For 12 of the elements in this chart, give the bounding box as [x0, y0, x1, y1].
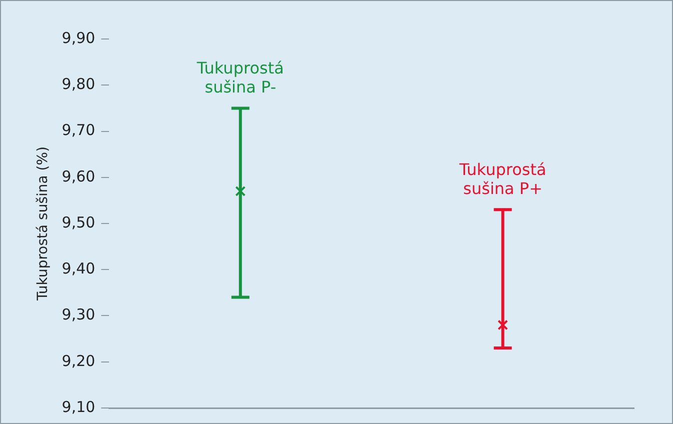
- y-axis-title: Tukuprostá sušina (%): [35, 146, 52, 302]
- text: Tukuprostá sušina P-: [196, 58, 284, 96]
- y-tick-label: 9,80: [62, 75, 96, 94]
- y-tick-label: 9,50: [62, 213, 96, 232]
- text: Tukuprostá sušina P+: [458, 160, 546, 198]
- y-tick-label: 9,40: [62, 260, 96, 278]
- y-tick-label: 9,70: [62, 121, 96, 140]
- y-tick-label: 9,20: [62, 352, 96, 370]
- y-tick-label: 9,10: [62, 398, 96, 416]
- y-tick-label: 9,30: [62, 306, 96, 324]
- y-tick-label: 9,60: [62, 167, 96, 186]
- y-tick-label: 9,90: [62, 28, 96, 47]
